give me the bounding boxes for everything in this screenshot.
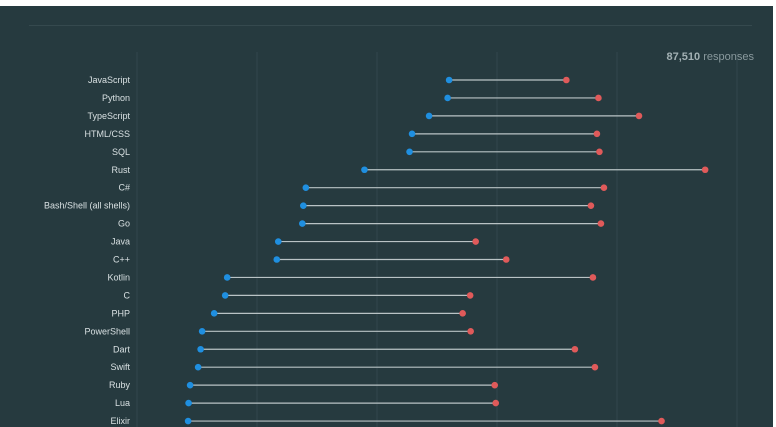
start-point	[184, 417, 192, 425]
start-point	[361, 166, 368, 174]
start-point	[444, 94, 451, 102]
rows-layer: JavaScript Python TypeScript HTML/CSS SQL Rus…	[44, 75, 709, 426]
category-label: Go	[118, 219, 130, 229]
category-label: Kotlin	[107, 272, 130, 282]
category-label: JavaScript	[88, 75, 131, 85]
category-label: Bash/Shell (all shells)	[44, 201, 130, 211]
category-label: Python	[102, 93, 130, 103]
start-point	[197, 345, 204, 353]
end-point	[635, 112, 643, 120]
start-point	[445, 76, 453, 84]
end-point	[600, 184, 608, 191]
responses-number: 87,510	[666, 51, 701, 63]
category-label: Swift	[110, 362, 130, 372]
chart-row: C#	[118, 183, 608, 193]
end-point	[502, 256, 510, 263]
end-point	[491, 381, 499, 389]
start-point	[198, 328, 206, 335]
category-label: SQL	[112, 147, 130, 157]
start-point	[210, 310, 218, 317]
top-divider	[29, 25, 752, 26]
chart-row: Rust	[111, 165, 709, 175]
chart-row: C++	[113, 255, 510, 265]
end-point	[591, 363, 599, 371]
end-point	[593, 130, 601, 138]
end-point	[472, 238, 479, 245]
chart-row: C	[124, 290, 474, 300]
start-point	[273, 256, 281, 263]
chart-row: Go	[118, 219, 605, 229]
responses-count: 87,510 responses	[667, 51, 754, 63]
category-label: C	[124, 290, 131, 300]
chart-row: Python	[102, 93, 602, 103]
dumbbell-chart: JavaScript Python TypeScript HTML/CSS SQL Rus…	[44, 52, 738, 427]
category-label: Lua	[115, 398, 130, 408]
chart-row: Dart	[113, 344, 579, 354]
chart-row: Ruby	[109, 380, 499, 390]
category-label: Java	[111, 237, 130, 247]
end-point	[658, 417, 665, 425]
end-point	[563, 76, 570, 84]
end-point	[596, 148, 603, 156]
chart-row: JavaScript	[88, 75, 570, 85]
category-label: C++	[113, 255, 130, 265]
end-point	[467, 328, 474, 335]
end-point	[589, 274, 597, 281]
chart-row: SQL	[112, 147, 603, 157]
start-point	[408, 130, 416, 138]
chart-panel: 87,510 responses JavaScript Python TypeScr…	[0, 6, 773, 427]
responses-label: responses	[703, 51, 754, 63]
start-point	[194, 363, 202, 371]
category-label: Rust	[111, 165, 130, 175]
chart-row: Java	[111, 237, 479, 247]
end-point	[597, 220, 605, 227]
start-point	[185, 399, 192, 407]
category-label: Ruby	[109, 380, 131, 390]
chart-row: Bash/Shell (all shells)	[44, 201, 595, 211]
category-label: PowerShell	[84, 326, 130, 336]
start-point	[406, 148, 413, 156]
chart-row: Kotlin	[107, 272, 597, 282]
end-point	[595, 94, 602, 102]
start-point	[223, 274, 231, 281]
category-label: Elixir	[111, 416, 131, 426]
chart-row: Swift	[110, 362, 599, 372]
start-point	[221, 292, 229, 299]
chart-row: Lua	[115, 398, 500, 408]
chart-row: PowerShell	[84, 326, 474, 336]
end-point	[466, 292, 474, 299]
start-point	[274, 238, 282, 245]
end-point	[492, 399, 500, 407]
chart-row: TypeScript	[87, 111, 643, 121]
chart-row: PHP	[111, 308, 466, 318]
end-point	[571, 345, 579, 353]
chart-row: Elixir	[111, 416, 665, 426]
category-label: HTML/CSS	[84, 129, 130, 139]
grid-layer	[136, 52, 738, 427]
category-label: C#	[118, 183, 130, 193]
end-point	[701, 166, 709, 174]
category-label: PHP	[111, 308, 130, 318]
chart-row: HTML/CSS	[84, 129, 601, 139]
start-point	[425, 112, 433, 120]
start-point	[186, 381, 194, 389]
category-label: TypeScript	[87, 111, 130, 121]
end-point	[459, 310, 466, 317]
end-point	[587, 202, 595, 209]
category-label: Dart	[113, 344, 131, 354]
start-point	[302, 184, 310, 191]
start-point	[299, 220, 306, 227]
start-point	[300, 202, 307, 209]
